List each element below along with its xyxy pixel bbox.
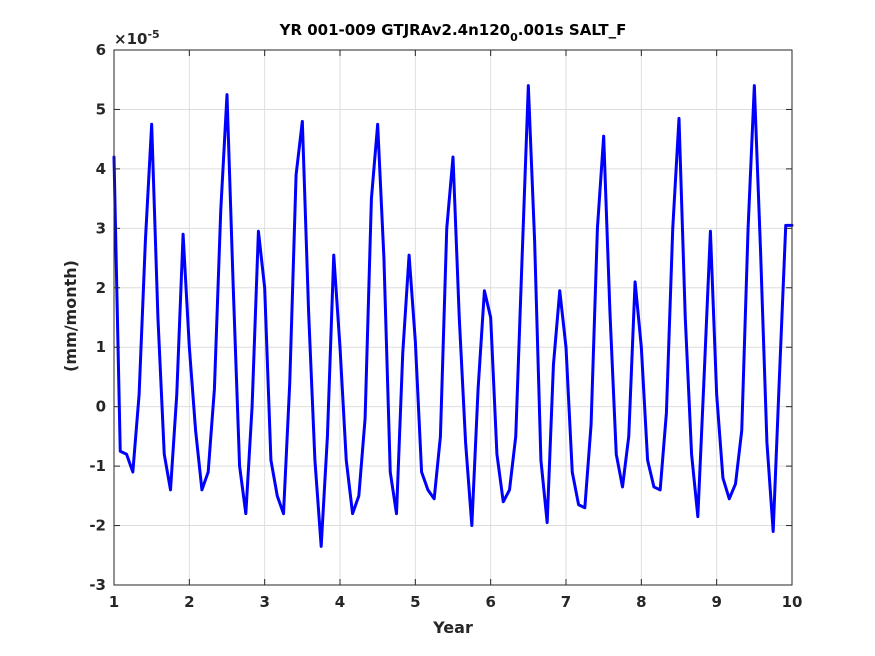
x-axis-label: Year [432, 618, 473, 637]
y-multiplier: ×10-5 [114, 28, 160, 48]
y-tick-label: 2 [96, 279, 106, 297]
y-tick-label: 6 [96, 41, 106, 59]
y-tick-label: 0 [96, 398, 106, 416]
x-tick-label: 3 [259, 593, 269, 611]
series-group [112, 84, 794, 548]
series-line-0 [112, 84, 794, 548]
y-tick-labels: -3 -2 -1 0 1 2 3 4 5 6 [89, 41, 106, 594]
chart-title-subscript: 0 [510, 31, 518, 44]
x-tick-label: 8 [636, 593, 646, 611]
y-axis-label: (mm/month) [61, 260, 80, 372]
y-multiplier-exponent: -5 [147, 28, 159, 41]
chart-title: YR 001-009 GTJRAv2.4n1200.001s SALT_F [279, 21, 627, 44]
chart-title-main: YR 001-009 GTJRAv2.4n120 [279, 21, 511, 39]
y-tick-label: -2 [89, 517, 106, 535]
y-tick-label: -1 [89, 457, 106, 475]
y-tick-label: 4 [96, 160, 106, 178]
x-tick-label: 9 [711, 593, 721, 611]
x-tick-label: 4 [335, 593, 345, 611]
plot-frame [113, 49, 793, 586]
x-tick-label: 6 [485, 593, 495, 611]
x-tick-label: 2 [184, 593, 194, 611]
x-tick-label: 7 [561, 593, 571, 611]
x-tick-label: 10 [782, 593, 803, 611]
x-tick-label: 5 [410, 593, 420, 611]
x-tick-label: 1 [109, 593, 119, 611]
chart-title-tail: .001s SALT_F [518, 21, 627, 39]
x-tick-labels: 1 2 3 4 5 6 7 8 9 10 [109, 593, 803, 611]
y-tick-label: 3 [96, 219, 106, 237]
y-tick-label: -3 [89, 576, 106, 594]
y-multiplier-base: ×10 [114, 30, 147, 48]
tick-marks [113, 49, 793, 586]
y-tick-label: 1 [96, 338, 106, 356]
grid [113, 49, 793, 586]
y-tick-label: 5 [96, 100, 106, 118]
